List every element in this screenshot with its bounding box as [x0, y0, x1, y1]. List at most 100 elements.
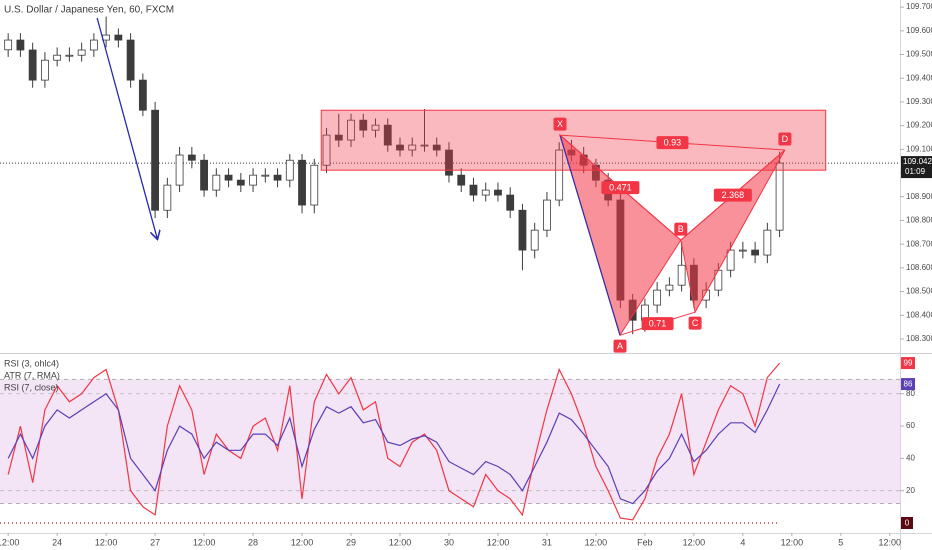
x-tick-label: 5 — [838, 537, 843, 547]
atr-label-box — [901, 516, 913, 529]
candle-body — [151, 109, 160, 211]
candle-body — [530, 229, 539, 251]
candle-body — [518, 209, 527, 251]
candle-body — [187, 154, 196, 161]
pattern-point-label: D — [782, 134, 789, 144]
candle-body — [200, 159, 208, 191]
x-tick-label: 27 — [150, 537, 160, 547]
y-tick-label: 109.200 — [906, 121, 932, 130]
pattern-ratio-box — [601, 181, 640, 195]
value-label: 86 — [904, 380, 913, 389]
y-tick-label: 109.400 — [906, 73, 932, 82]
rsi-line — [7, 362, 781, 521]
pattern-ratio-box — [641, 317, 674, 331]
candle-body — [40, 59, 49, 81]
rsi-line — [7, 383, 781, 505]
candle-body — [726, 249, 735, 271]
candle-body — [469, 184, 478, 196]
pattern-point-label: A — [617, 341, 623, 351]
pattern-point-label-box — [553, 117, 567, 131]
y-tick-label: 108.300 — [906, 334, 932, 343]
x-tick-label: 28 — [248, 537, 258, 547]
x-tick-label: 31 — [542, 537, 552, 547]
x-tick-label: 30 — [444, 537, 454, 547]
pattern-ratio: 0.93 — [664, 137, 682, 147]
candle-body — [163, 184, 172, 211]
candle-body — [383, 124, 392, 146]
candle-body — [506, 194, 515, 211]
x-tick-label: 4 — [740, 537, 745, 547]
x-tick-label: 12:00 — [683, 537, 706, 547]
x-tick-label: 12:00 — [0, 537, 19, 547]
candle-body — [763, 229, 772, 256]
countdown: 01:09 — [905, 167, 926, 176]
pattern-ratio: 0.471 — [609, 182, 632, 192]
candle-body — [775, 162, 784, 231]
y-tick-label: 109.700 — [906, 2, 932, 11]
pattern-ratio-box — [713, 188, 752, 202]
y-tick-label: 108.500 — [906, 287, 932, 296]
candle-body — [224, 174, 233, 181]
candle-body — [420, 144, 429, 147]
x-tick-label: 12:00 — [95, 537, 118, 547]
rsi-band — [0, 379, 900, 504]
y-tick-label: 108.900 — [906, 192, 932, 201]
x-tick-label: 29 — [346, 537, 356, 547]
candle-body — [114, 34, 123, 41]
y-tick-label: 20 — [906, 486, 915, 495]
candle-body — [481, 189, 490, 196]
y-tick-label: 109.500 — [906, 50, 932, 59]
pattern-point-label: X — [557, 119, 563, 129]
candle-body — [457, 174, 466, 186]
candle-body — [126, 39, 135, 81]
pattern-point-label-box — [613, 339, 627, 353]
candle-body — [249, 174, 257, 186]
pattern-xa-leg — [559, 134, 621, 336]
y-tick-label: 80 — [906, 389, 915, 398]
candle-body — [347, 119, 355, 141]
last-price-box — [901, 156, 932, 179]
x-tick-label: 12:00 — [487, 537, 510, 547]
value-label: 99 — [904, 359, 913, 368]
x-tick-label: 12:00 — [585, 537, 608, 547]
trend-arrow — [96, 17, 157, 238]
candle-body — [236, 179, 245, 186]
y-tick-label: 108.600 — [906, 263, 932, 272]
pattern-ratio: 0.71 — [649, 319, 667, 329]
candle-body — [653, 289, 662, 306]
pattern-ratio-box — [656, 136, 689, 150]
value-label-box — [901, 357, 915, 370]
candle-body — [77, 49, 86, 56]
candle-body — [543, 199, 551, 231]
candle-body — [445, 149, 453, 176]
x-tick-label: 24 — [52, 537, 62, 547]
value-label-box — [901, 378, 915, 391]
candle-body — [432, 144, 441, 151]
candle-body — [359, 119, 368, 131]
pattern-ratio: 2.368 — [722, 190, 745, 200]
y-tick-label: 40 — [906, 453, 915, 462]
candle-body — [285, 159, 294, 181]
candle-body — [28, 49, 37, 81]
legend-entry: RSI (3, ohlc4) — [4, 358, 59, 368]
y-tick-label: 60 — [906, 421, 915, 430]
last-price-label: 109.042 — [903, 157, 932, 166]
candle-body — [53, 54, 62, 61]
candle-body — [334, 134, 343, 141]
y-tick-label: 109.300 — [906, 97, 932, 106]
candle-body — [677, 264, 686, 286]
x-tick-label: 12:00 — [781, 537, 804, 547]
candle-body — [212, 174, 221, 191]
chart-title: U.S. Dollar / Japanese Yen, 60, FXCM — [4, 5, 174, 16]
candle-body — [102, 34, 111, 41]
y-tick-label: 108.400 — [906, 310, 932, 319]
pattern-point-label-box — [674, 222, 688, 236]
candle-body — [273, 174, 282, 181]
y-tick-label: 108.700 — [906, 239, 932, 248]
pattern-point-label: C — [692, 318, 699, 328]
y-tick-label: 109.600 — [906, 26, 932, 35]
candle-body — [738, 249, 747, 252]
x-tick-label: Feb — [637, 537, 653, 547]
candle-body — [138, 79, 147, 111]
